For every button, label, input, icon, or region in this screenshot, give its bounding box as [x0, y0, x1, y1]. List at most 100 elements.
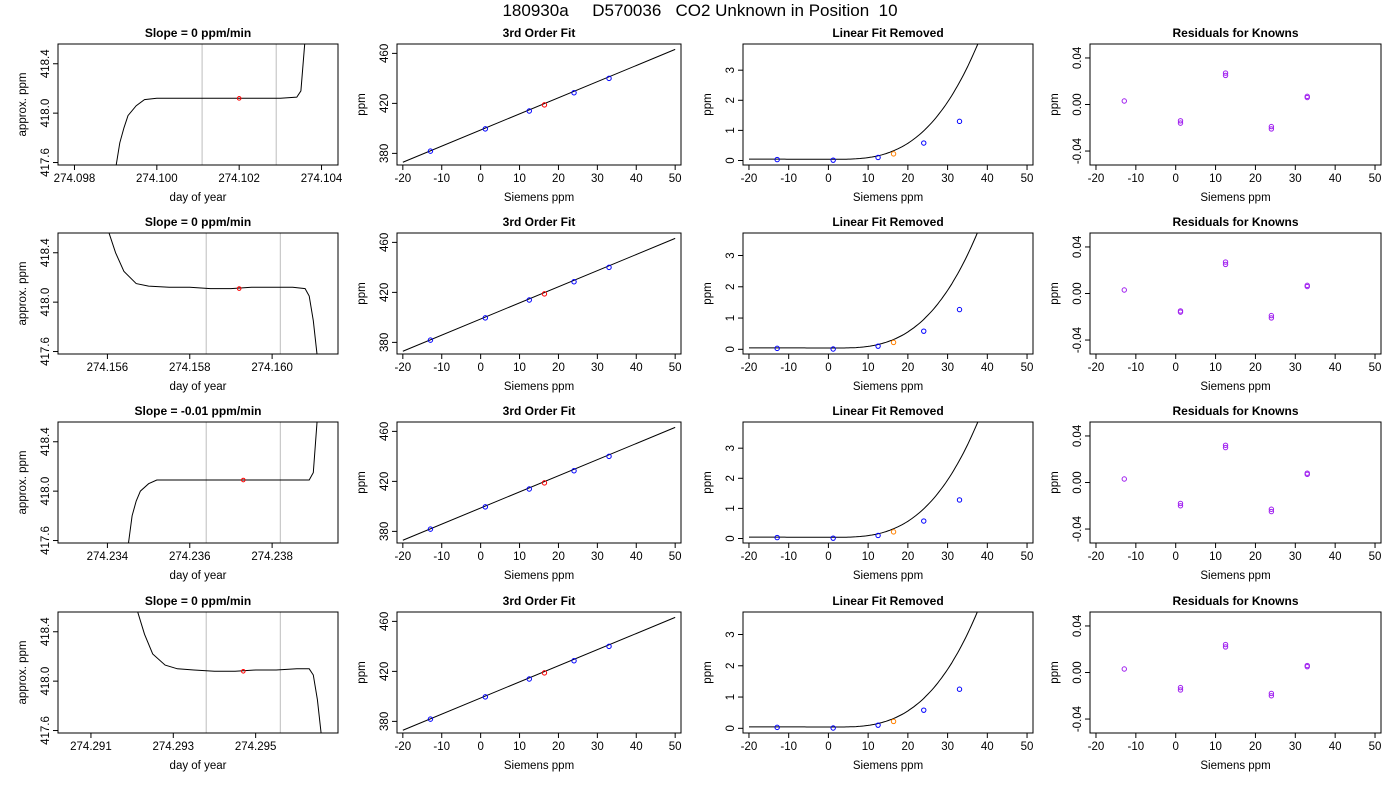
x-tick-label: 40	[630, 551, 643, 563]
x-tick-label: 0	[825, 741, 831, 753]
known-point	[526, 297, 532, 303]
panel-timeseries-row-2: Slope = 0 ppm/min 274.156 274.158 274.160 41…	[17, 215, 339, 393]
y-tick-label: 0.04	[1072, 424, 1084, 447]
y-tick-label: 3	[725, 445, 737, 451]
y-axis-label: ppm	[356, 282, 368, 304]
residual-point	[1268, 315, 1275, 321]
known-point	[774, 156, 780, 163]
x-axis-label: Siemens ppm	[853, 570, 923, 582]
y-axis-label: ppm	[702, 471, 714, 493]
panel-title: Residuals for Knowns	[1172, 26, 1298, 40]
known-point	[482, 126, 489, 132]
x-axis-label: Siemens ppm	[1200, 570, 1270, 582]
x-tick-label: 30	[941, 173, 954, 185]
x-tick-label: 50	[1369, 362, 1382, 374]
y-tick-label: 0.00	[1072, 471, 1084, 493]
x-tick-label: 0	[1173, 551, 1179, 563]
y-tick-label: -0.04	[1072, 515, 1084, 542]
x-tick-label: 10	[1209, 173, 1222, 185]
x-tick-label: 10	[862, 362, 875, 374]
x-tick-label: 40	[1329, 551, 1342, 563]
residual-point	[1268, 126, 1275, 132]
known-point	[774, 534, 780, 541]
x-tick-label: 274.158	[169, 362, 211, 374]
known-point	[956, 497, 963, 503]
x-tick-label: 20	[901, 173, 914, 185]
y-tick-label: 3	[725, 631, 737, 637]
x-tick-label: -20	[395, 362, 412, 374]
y-tick-label: 420	[379, 662, 391, 681]
known-point	[571, 658, 577, 664]
x-tick-label: 274.295	[235, 741, 277, 753]
plot-frame	[1089, 43, 1382, 166]
y-tick-label: 0.00	[1072, 661, 1084, 683]
x-tick-label: 0	[825, 551, 831, 563]
y-tick-label: 418.0	[40, 99, 52, 128]
panel-fit-row-2: 3rd Order Fit -20 -10 0 10 20 30 40 50 380 420 460 S…	[356, 215, 682, 393]
y-tick-label: 1	[725, 694, 737, 700]
residual-point	[1222, 259, 1229, 265]
y-tick-label: 418.0	[40, 288, 52, 317]
y-tick-label: -0.04	[1072, 326, 1084, 353]
panel-linear_removed-row-4: Linear Fit Removed -20 -10 0 10 20 30 40 50 0 1 2 3 S…	[702, 594, 1034, 772]
x-tick-label: 50	[1021, 741, 1034, 753]
residual-point	[1222, 442, 1229, 448]
plot-area	[402, 237, 676, 352]
known-point	[606, 643, 612, 650]
x-tick-label: 50	[669, 551, 682, 563]
plot-frame	[57, 43, 339, 166]
x-tick-label: 30	[1289, 741, 1302, 753]
cubic-residual-curve	[749, 233, 978, 349]
x-axis-label: Siemens ppm	[504, 192, 574, 204]
plot-frame	[742, 611, 1034, 734]
unknown-point	[890, 529, 897, 535]
y-axis-label: approx. ppm	[17, 262, 29, 326]
x-tick-label: 274.293	[153, 741, 195, 753]
y-tick-label: 0.04	[1072, 614, 1084, 637]
y-axis-label: ppm	[702, 93, 714, 115]
y-tick-label: 2	[725, 663, 737, 669]
panel-fit-row-3: 3rd Order Fit -20 -10 0 10 20 30 40 50 380 420 460 S…	[356, 404, 682, 582]
x-tick-label: 20	[552, 741, 565, 753]
x-tick-label: 50	[669, 173, 682, 185]
x-tick-label: 40	[981, 173, 994, 185]
fit-curve	[402, 237, 676, 352]
plot-area	[1121, 442, 1310, 515]
y-tick-label: 418.0	[40, 477, 52, 506]
known-point	[571, 279, 577, 285]
x-tick-label: 10	[862, 551, 875, 563]
panel-title: Slope = 0 ppm/min	[145, 215, 251, 229]
plot-frame	[396, 421, 682, 544]
x-tick-label: 50	[1369, 551, 1382, 563]
y-tick-label: 460	[379, 233, 391, 252]
x-tick-label: 0	[1173, 741, 1179, 753]
x-tick-label: 50	[1369, 741, 1382, 753]
x-tick-label: -10	[1128, 741, 1145, 753]
plot-area	[402, 426, 676, 541]
residual-point	[1121, 476, 1127, 482]
x-tick-label: -20	[741, 362, 758, 374]
y-tick-label: 460	[379, 44, 391, 63]
known-point	[875, 722, 881, 728]
x-tick-label: -20	[1088, 173, 1105, 185]
y-tick-label: 380	[379, 333, 391, 352]
plot-area	[402, 48, 676, 163]
x-tick-label: 10	[1209, 741, 1222, 753]
y-tick-label: -0.04	[1072, 705, 1084, 732]
y-tick-label: 0	[725, 725, 737, 731]
known-point	[482, 504, 489, 510]
x-axis-label: Siemens ppm	[853, 760, 923, 772]
x-axis-label: Siemens ppm	[1200, 760, 1270, 772]
panel-title: Slope = 0 ppm/min	[145, 594, 251, 608]
plot-frame	[1089, 232, 1382, 355]
panel-linear_removed-row-1: Linear Fit Removed -20 -10 0 10 20 30 40 50 0 1 2 3 S…	[702, 26, 1034, 204]
x-tick-label: 40	[981, 741, 994, 753]
x-tick-label: 50	[1021, 173, 1034, 185]
y-tick-label: 1	[725, 127, 737, 133]
y-tick-label: 418.4	[40, 49, 52, 78]
cubic-residual-curve	[749, 612, 978, 728]
y-tick-label: 418.4	[40, 427, 52, 456]
y-tick-label: 0.00	[1072, 93, 1084, 115]
x-tick-label: 20	[1249, 741, 1262, 753]
y-axis-label: approx. ppm	[17, 641, 29, 705]
